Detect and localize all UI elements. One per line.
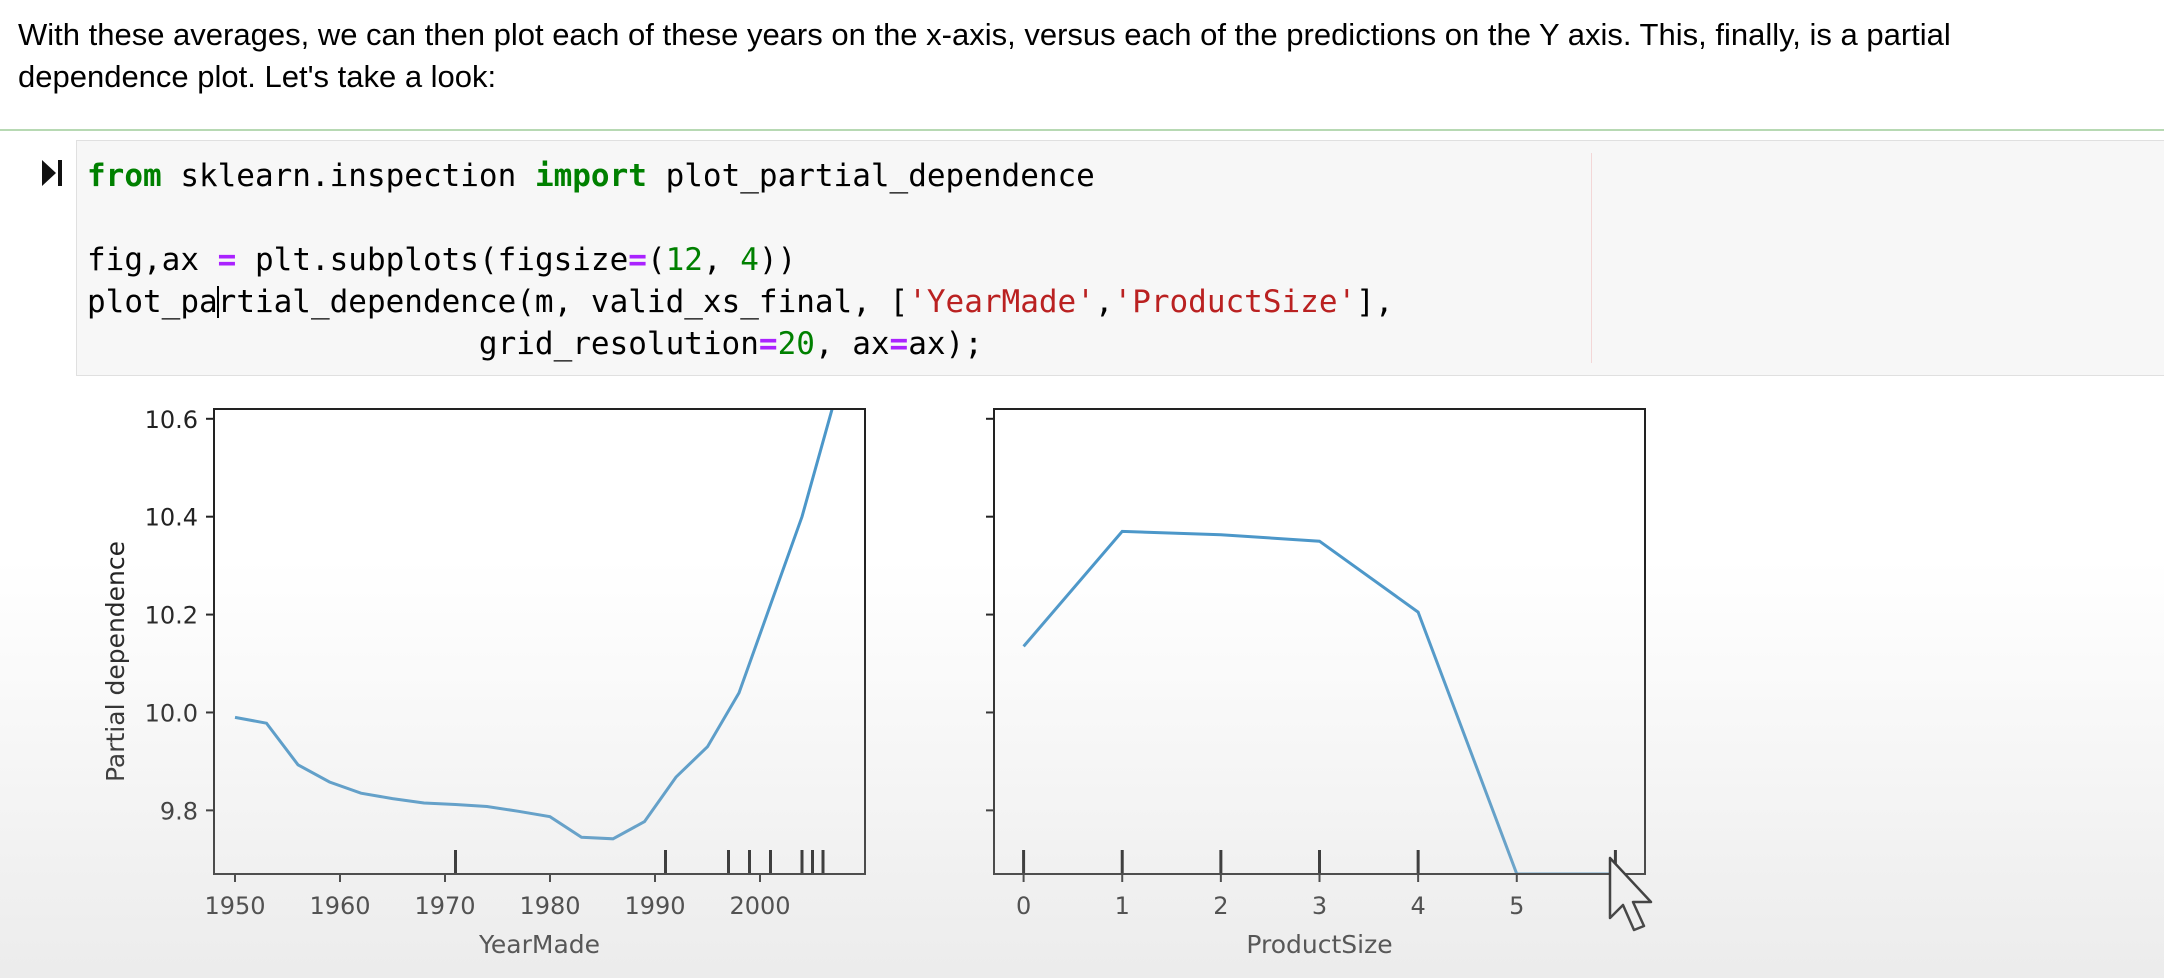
code-editor[interactable]: from sklearn.inspection import plot_part… <box>87 155 1394 365</box>
x-tick-label: 0 <box>1016 892 1031 920</box>
y-axis-label: Partial dependence <box>101 541 130 782</box>
code-line-2: fig,ax = plt.subplots(figsize=(12, 4)) <box>87 239 1394 281</box>
x-tick-label: 5 <box>1509 892 1524 920</box>
keyword-from: from <box>87 158 162 194</box>
code-text: plot_partial_dependence <box>646 158 1095 194</box>
partial-dependence-figure: 1950 1960 1970 1980 1990 2000 9.8 10.0 10.2 10.4 1… <box>101 406 1653 959</box>
code-text: , <box>1094 284 1114 320</box>
y-tick-label: 9.8 <box>160 797 198 825</box>
code-line-1: from sklearn.inspection import plot_part… <box>87 155 1394 197</box>
line-length-ruler <box>1591 153 1592 363</box>
number-literal: 4 <box>740 242 759 278</box>
subplot-2: 0 1 2 3 4 5 ProductSize <box>986 408 1646 959</box>
x-tick-label: 2 <box>1213 892 1228 920</box>
code-text: ], <box>1356 284 1394 320</box>
x-axis-label: ProductSize <box>1246 930 1392 959</box>
code-text: grid_resolution <box>87 326 759 362</box>
code-text: ( <box>646 242 666 278</box>
run-cell-icon[interactable] <box>40 158 64 188</box>
markdown-line-2: dependence plot. Let's take a look: <box>18 59 497 94</box>
x-axis-label: YearMade <box>478 930 600 959</box>
x-tick-label: 1980 <box>519 892 580 920</box>
mouse-pointer-shape <box>1608 856 1653 932</box>
partial-dependence-line <box>234 409 834 841</box>
operator: = <box>217 242 237 278</box>
code-text: ax); <box>908 326 983 362</box>
markdown-line-1: With these averages, we can then plot ea… <box>18 17 1951 52</box>
y-tick-label: 10.2 <box>145 602 198 630</box>
x-tick-label: 1950 <box>204 892 265 920</box>
code-text: plot_pa <box>87 284 218 320</box>
operator: = <box>628 242 647 278</box>
code-line-blank <box>87 197 1394 239</box>
code-line-4: grid_resolution=20, ax=ax); <box>87 323 1394 365</box>
x-tick-label: 2000 <box>729 892 790 920</box>
plot-frame <box>213 408 866 875</box>
code-text: fig,ax <box>87 242 218 278</box>
code-text: sklearn.inspection <box>161 158 535 194</box>
x-tick-label: 1990 <box>624 892 685 920</box>
markdown-text: With these averages, we can then plot ea… <box>18 14 2148 98</box>
text-cursor <box>216 286 219 318</box>
plot-frame <box>993 408 1646 875</box>
x-tick-label: 4 <box>1410 892 1425 920</box>
code-cell[interactable]: from sklearn.inspection import plot_part… <box>76 140 2164 376</box>
y-tick-label: 10.0 <box>145 699 198 727</box>
code-text: rtial_dependence(m, valid_xs_final, [ <box>217 284 909 320</box>
string-literal: 'YearMade' <box>908 284 1095 320</box>
x-tick-label: 3 <box>1312 892 1327 920</box>
code-text: )) <box>758 242 797 278</box>
mouse-pointer-icon <box>1608 856 1653 932</box>
cell-separator <box>0 129 2164 131</box>
code-text: , <box>702 242 741 278</box>
operator: = <box>889 326 909 362</box>
code-line-3: plot_partial_dependence(m, valid_xs_fina… <box>87 281 1394 323</box>
number-literal: 20 <box>777 326 815 362</box>
x-tick-label: 1960 <box>309 892 370 920</box>
partial-dependence-line <box>1022 529 1616 874</box>
number-literal: 12 <box>665 242 703 278</box>
code-text: plt.subplots(figsize <box>236 242 629 278</box>
string-literal: 'ProductSize' <box>1113 284 1357 320</box>
y-tick-label: 10.4 <box>145 504 198 532</box>
y-tick-label: 10.6 <box>145 406 198 434</box>
x-tick-label: 1 <box>1115 892 1130 920</box>
subplot-1: 1950 1960 1970 1980 1990 2000 9.8 10.0 10.2 10.4 1… <box>101 406 866 959</box>
x-tick-label: 1970 <box>414 892 475 920</box>
operator: = <box>758 326 778 362</box>
keyword-import: import <box>534 158 647 194</box>
code-text: , ax <box>814 326 890 362</box>
